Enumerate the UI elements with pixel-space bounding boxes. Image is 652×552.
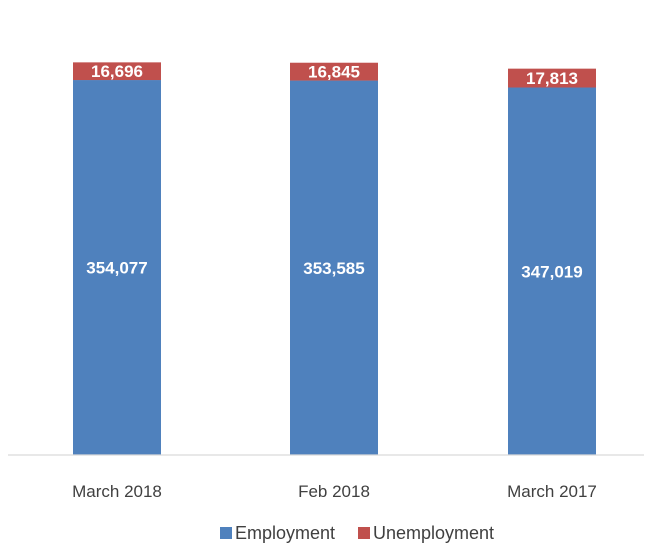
legend: Employment Unemployment: [220, 523, 494, 543]
bar-unemployment-3: [508, 68, 596, 88]
bar-employment-1: [73, 80, 161, 455]
data-label-employment-1: 354,077: [86, 259, 147, 278]
legend-label-unemployment: Unemployment: [373, 523, 494, 543]
bars-layer: 354,077 16,696 353,585 16,845 347,019 17,813: [73, 62, 596, 455]
bar-unemployment-1: [73, 62, 161, 81]
data-label-unemployment-3: 17,813: [526, 69, 578, 88]
x-tick-label-1: March 2018: [72, 482, 162, 501]
legend-label-employment: Employment: [235, 523, 335, 543]
bar-employment-3: [508, 87, 596, 455]
data-label-employment-3: 347,019: [521, 262, 582, 281]
data-label-employment-2: 353,585: [303, 259, 364, 278]
x-tick-labels: March 2018 Feb 2018 March 2017: [72, 482, 597, 501]
data-label-unemployment-1: 16,696: [91, 62, 143, 81]
legend-swatch-employment: [220, 527, 232, 539]
bar-employment-2: [290, 80, 378, 455]
legend-swatch-unemployment: [358, 527, 370, 539]
x-tick-label-3: March 2017: [507, 482, 597, 501]
x-tick-label-2: Feb 2018: [298, 482, 370, 501]
bar-unemployment-2: [290, 62, 378, 81]
data-label-unemployment-2: 16,845: [308, 63, 360, 82]
